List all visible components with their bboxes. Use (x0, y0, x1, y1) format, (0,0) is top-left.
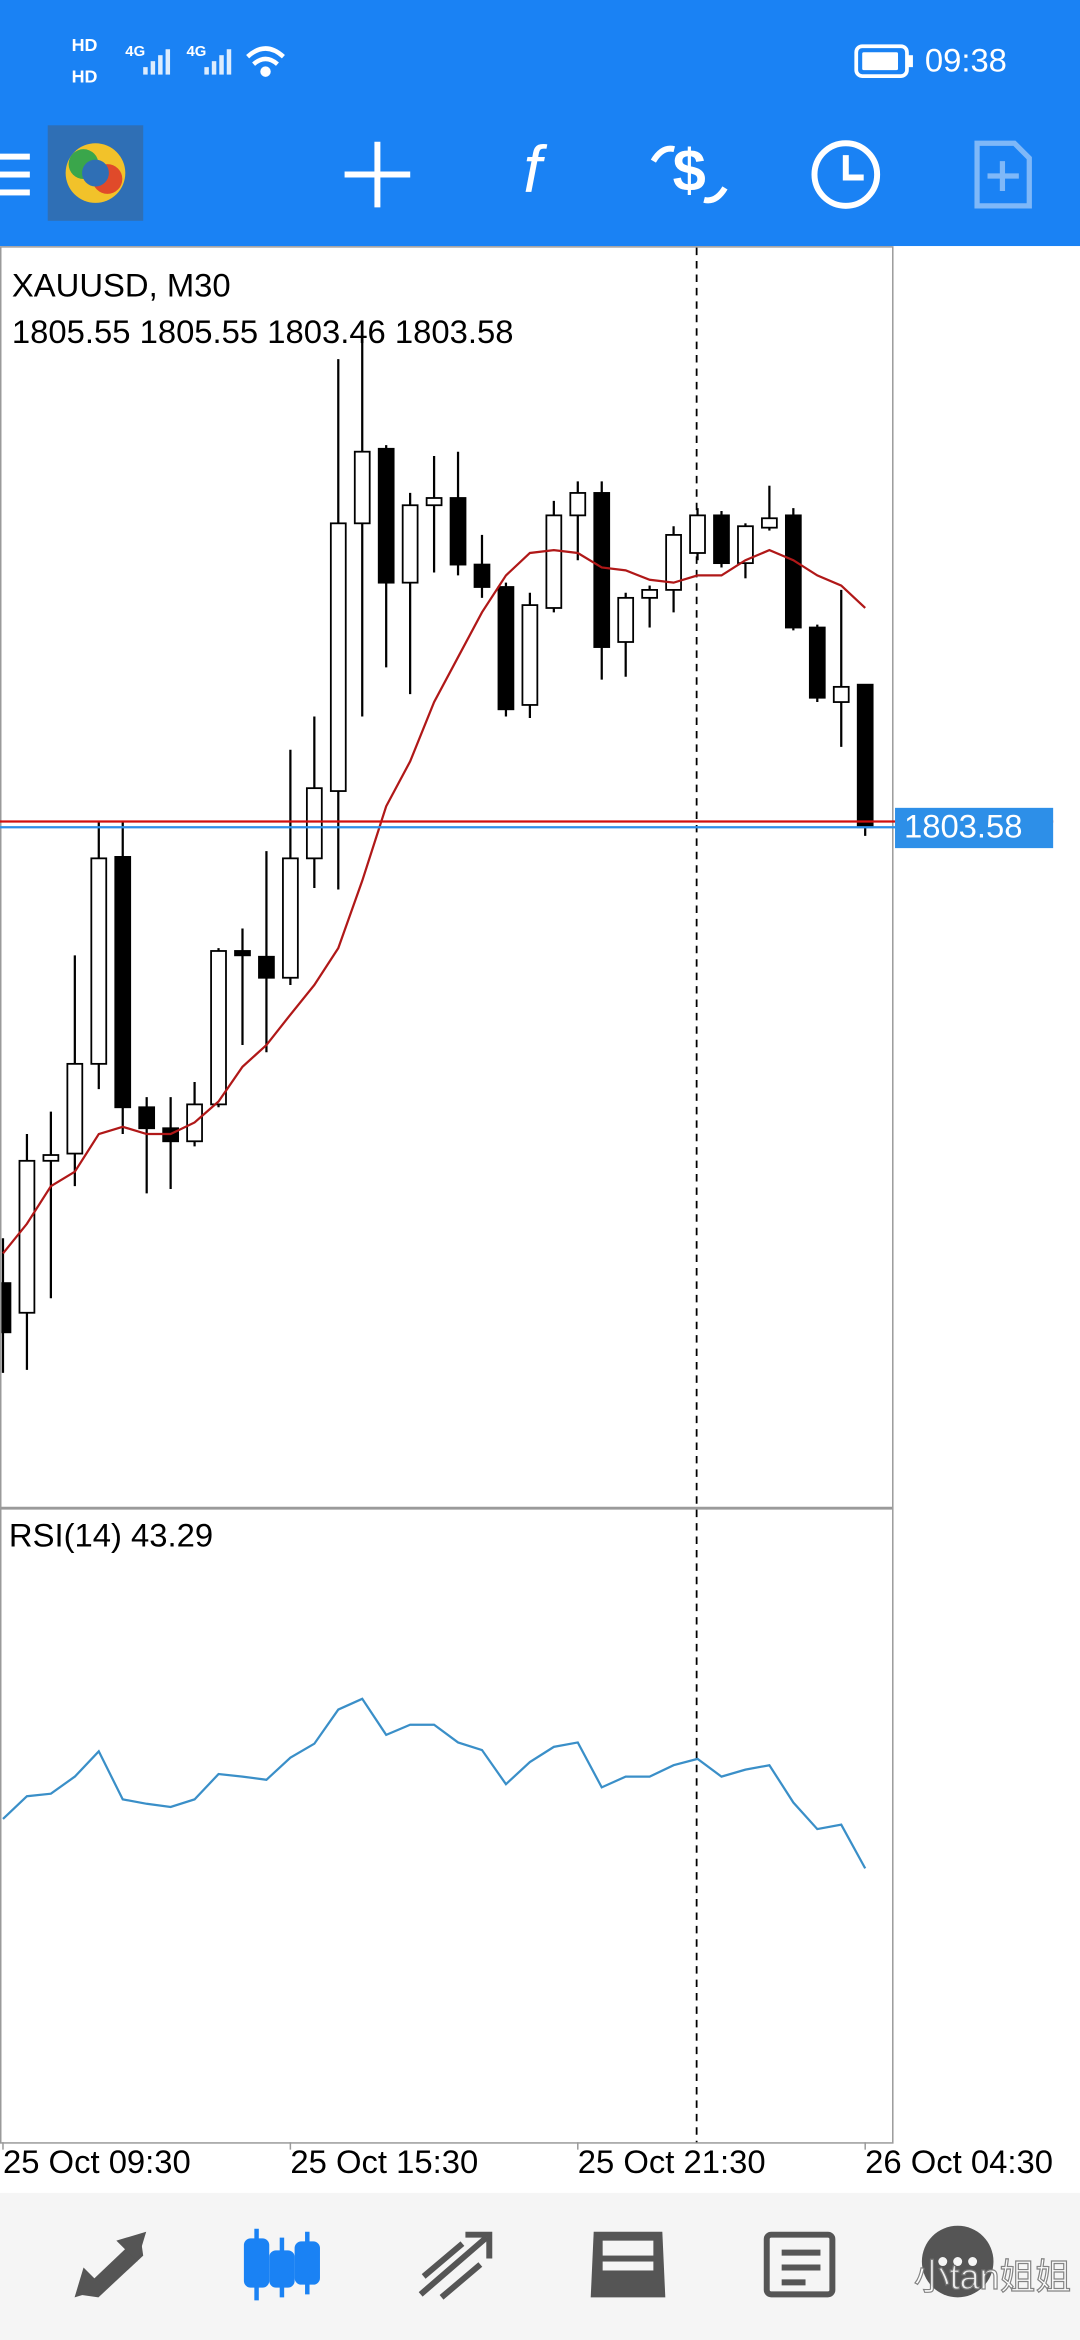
period-button[interactable] (811, 140, 881, 209)
trade-tab[interactable] (418, 2231, 493, 2300)
chart-tab[interactable] (243, 2228, 320, 2301)
x-tick-label: 25 Oct 15:30 (290, 2143, 478, 2180)
candle-body (114, 856, 132, 1109)
plot-layer (0, 340, 1054, 1869)
sim-label: HD (72, 66, 98, 86)
network-label: 4G (186, 44, 206, 60)
bottom-nav (0, 2192, 1080, 2340)
candle-body (545, 514, 563, 609)
candle-body (808, 626, 826, 699)
signal-icon (143, 49, 232, 75)
status-bar: HD HD 4G 4G 09:38 (72, 35, 1007, 86)
candle-body (832, 685, 850, 703)
x-tick-label: 25 Oct 09:30 (3, 2143, 191, 2180)
candle-body (282, 857, 299, 979)
candle-body (449, 497, 467, 566)
candles (1, 340, 874, 1373)
candle-body (497, 586, 515, 711)
candle-body (1, 1282, 12, 1334)
candle-body (210, 950, 227, 1106)
candle-body (90, 857, 108, 1065)
candle-body (258, 955, 275, 979)
x-tick-label: 26 Oct 04:30 (865, 2143, 1053, 2180)
clock: 09:38 (925, 41, 1007, 78)
sim-label: HD (72, 35, 98, 55)
app-logo[interactable] (47, 125, 144, 221)
history-tab[interactable] (590, 2231, 666, 2298)
candle-body (425, 497, 443, 507)
network-label: 4G (125, 44, 145, 60)
menu-button[interactable] (0, 153, 30, 196)
candle-body (761, 517, 778, 529)
candle-body (305, 787, 323, 860)
candle-body (234, 950, 251, 957)
last-price-tag (895, 807, 1054, 849)
x-tick-label: 25 Oct 21:30 (578, 2143, 766, 2180)
rsi-line (2, 1697, 867, 1869)
app-header (0, 0, 1080, 247)
quotes-tab[interactable] (74, 2231, 147, 2298)
chart-title: RSI(14) 43.29 (9, 1517, 213, 1554)
candle-body (856, 683, 874, 829)
candle-body (473, 563, 491, 588)
chart-title: XAUUSD, M30 (12, 267, 231, 304)
candle-body (18, 1159, 36, 1314)
candle-body (401, 504, 419, 584)
crosshair-button[interactable] (344, 141, 411, 208)
chart-background (0, 246, 1080, 2193)
watermark: 小tan姐姐 (914, 2257, 1071, 2297)
trade-icon[interactable]: $ (673, 136, 706, 203)
chart-subtitle: 1805.55 1805.55 1803.46 1803.58 (12, 313, 514, 350)
toolbar: f $ (0, 125, 1032, 221)
candle-body (665, 534, 682, 591)
candle-body (713, 514, 730, 565)
template-button[interactable] (974, 140, 1032, 209)
last-price-label: 1803.58 (904, 807, 1023, 844)
candle-body (784, 514, 802, 629)
battery-icon (854, 44, 913, 78)
indicators-button[interactable]: f (523, 133, 547, 206)
moving-average-line (2, 548, 866, 1255)
label-layer: 1803.58 XAUUSD, M30 1805.55 1805.55 1803.4… (2, 267, 1054, 2180)
candle-body (689, 514, 706, 554)
candle-body (66, 1062, 84, 1155)
chart-frame (0, 246, 894, 2144)
candle-body (593, 492, 611, 648)
candle-body (138, 1106, 156, 1130)
candle-body (42, 1154, 60, 1162)
candle-body (737, 525, 754, 565)
candle-body (329, 522, 347, 792)
news-tab[interactable] (763, 2231, 836, 2298)
candle-body (641, 589, 658, 599)
candle-body (617, 596, 635, 643)
wifi-icon (246, 46, 285, 77)
trade-button[interactable]: $ (650, 136, 728, 204)
candle-body (377, 447, 395, 584)
candle-body (521, 604, 539, 706)
chat-tab[interactable] (921, 2225, 994, 2298)
candle-body (353, 450, 371, 525)
candle-body (569, 492, 587, 517)
